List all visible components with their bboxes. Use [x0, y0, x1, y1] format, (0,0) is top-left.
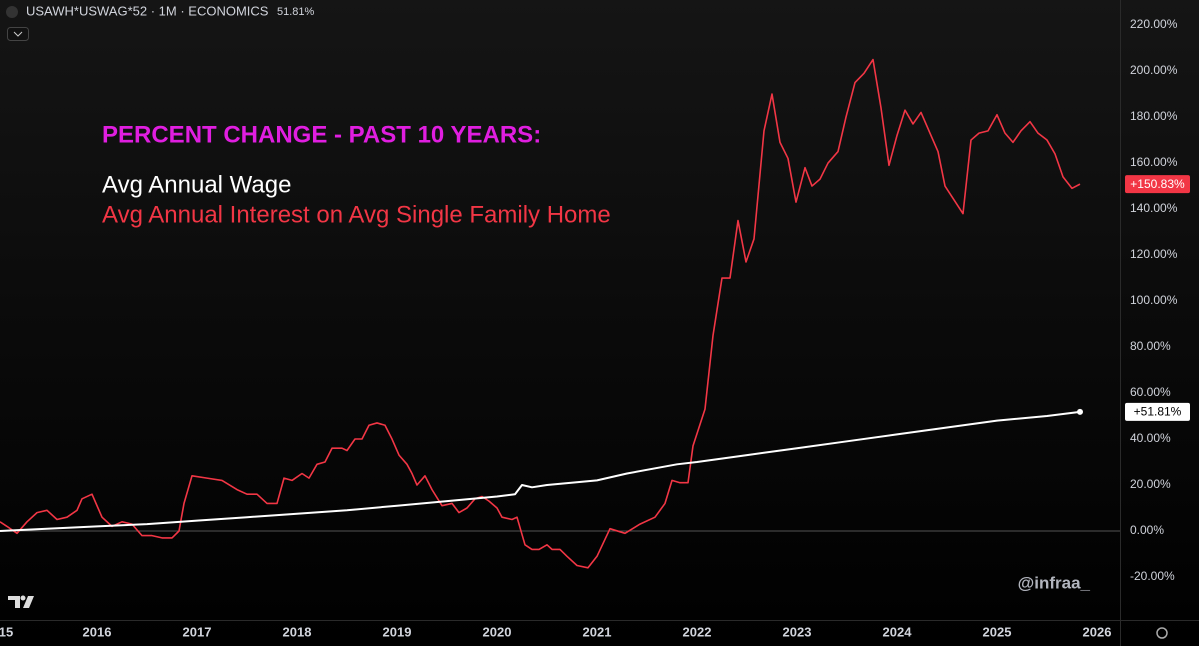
- legend-entry: Avg Annual Interest on Avg Single Family…: [102, 201, 611, 228]
- series-line: [0, 58, 1081, 569]
- symbol-header: USAWH*USWAG*52 · 1M · ECONOMICS: [26, 3, 269, 18]
- y-tick-label: 200.00%: [1130, 63, 1178, 77]
- x-tick-label: 2021: [583, 624, 612, 639]
- watermark: @infraa_: [1018, 573, 1091, 592]
- y-tick-label: 160.00%: [1130, 155, 1178, 169]
- last-point: [1077, 408, 1083, 415]
- x-tick-label: 15: [0, 624, 13, 639]
- y-tick-label: 80.00%: [1130, 339, 1171, 353]
- collapse-button[interactable]: [7, 27, 29, 41]
- x-tick-label: 2023: [783, 624, 812, 639]
- settings-icon[interactable]: [1156, 627, 1168, 639]
- y-tick-label: 100.00%: [1130, 293, 1178, 307]
- x-tick-label: 2019: [383, 624, 412, 639]
- x-tick-label: 2025: [983, 624, 1012, 639]
- y-tick-label: 40.00%: [1130, 431, 1171, 445]
- y-tick-label: 60.00%: [1130, 385, 1171, 399]
- x-tick-label: 2018: [283, 624, 312, 639]
- x-tick-label: 2022: [683, 624, 712, 639]
- x-tick-label: 2024: [883, 624, 913, 639]
- symbol-icon: [6, 6, 18, 18]
- x-tick-label: 2020: [483, 624, 512, 639]
- y-tick-label: -20.00%: [1130, 569, 1175, 583]
- y-tick-label: 120.00%: [1130, 247, 1178, 261]
- tv-logo: [8, 595, 34, 608]
- x-tick-label: 2026: [1083, 624, 1112, 639]
- legend-entry: Avg Annual Wage: [102, 171, 291, 198]
- collapse-icon: [13, 31, 23, 37]
- annotation-title: PERCENT CHANGE - PAST 10 YEARS:: [102, 121, 541, 148]
- x-tick-label: 2017: [183, 624, 212, 639]
- y-tick-label: 20.00%: [1130, 477, 1171, 491]
- x-tick-label: 2016: [83, 624, 112, 639]
- y-tick-label: 140.00%: [1130, 201, 1178, 215]
- last-value-label: +150.83%: [1130, 177, 1185, 191]
- last-value-badge: [1125, 402, 1190, 421]
- series-line: [0, 410, 1081, 532]
- y-tick-label: 0.00%: [1130, 523, 1164, 537]
- header-value: 51.81%: [277, 6, 315, 18]
- y-tick-label: 220.00%: [1130, 17, 1178, 31]
- y-tick-label: 180.00%: [1130, 109, 1178, 123]
- last-value-badge: [1125, 175, 1190, 194]
- last-value-label: +51.81%: [1134, 405, 1182, 419]
